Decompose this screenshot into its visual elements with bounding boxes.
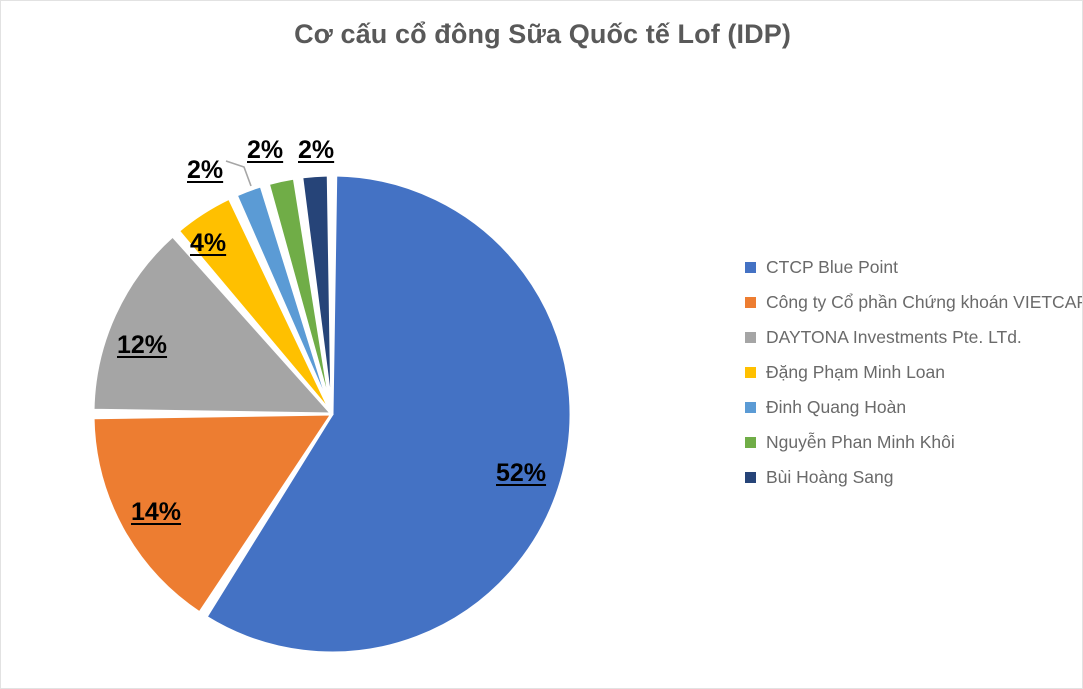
legend-item[interactable]: DAYTONA Investments Pte. LTd. [745,320,1075,355]
callout-leader-line [225,160,252,187]
legend-item[interactable]: Đinh Quang Hoàn [745,390,1075,425]
pie-slices-group [91,173,573,655]
legend-color-swatch-icon [745,297,756,308]
legend-item-label: Đinh Quang Hoàn [766,397,907,417]
pie-slice[interactable] [91,234,334,416]
pie-data-label: 12% [117,331,168,359]
pie-data-label: 2% [187,156,224,184]
pie-data-label: 2% [247,136,284,164]
pie-data-label: 2% [298,136,335,164]
legend-item-label: Bùi Hoàng Sang [766,467,894,487]
legend-color-swatch-icon [745,262,756,273]
chart-title: Cơ cấu cổ đông Sữa Quốc tế Lof (IDP) [294,19,791,49]
pie-slice[interactable] [234,184,334,416]
legend-item[interactable]: Bùi Hoàng Sang [745,460,1075,495]
legend-item-label: Đặng Phạm Minh Loan [766,362,945,382]
legend-color-swatch-icon [745,332,756,343]
legend-item-label: CTCP Blue Point [766,257,898,277]
pie-slice[interactable] [176,196,334,416]
pie-slice[interactable] [91,412,334,615]
legend-color-swatch-icon [745,367,756,378]
pie-data-label: 52% [496,459,547,487]
pie-svg [91,160,573,655]
legend-item[interactable]: Đặng Phạm Minh Loan [745,355,1075,390]
pie-data-label: 4% [190,229,227,257]
legend-item-label: Công ty Cổ phần Chứng khoán VIETCAP [766,292,1083,312]
pie-chart-plot-area: 52% 14% 12% 4% 2% 2% 2% [1,1,701,688]
legend-item-label: Nguyễn Phan Minh Khôi [766,432,955,452]
legend: CTCP Blue Point Công ty Cổ phần Chứng kho… [745,250,1082,495]
pie-data-label: 14% [131,498,182,526]
legend-color-swatch-icon [745,437,756,448]
legend-item[interactable]: Nguyễn Phan Minh Khôi [745,425,1075,460]
legend-item[interactable]: CTCP Blue Point [745,250,1075,285]
legend-item[interactable]: Công ty Cổ phần Chứng khoán VIETCAP [745,285,1082,320]
pie-slice[interactable] [266,176,334,416]
legend-color-swatch-icon [745,402,756,413]
pie-slice[interactable] [300,173,334,416]
legend-item-label: DAYTONA Investments Pte. LTd. [766,327,1022,347]
legend-color-swatch-icon [745,472,756,483]
pie-slice[interactable] [204,173,573,655]
